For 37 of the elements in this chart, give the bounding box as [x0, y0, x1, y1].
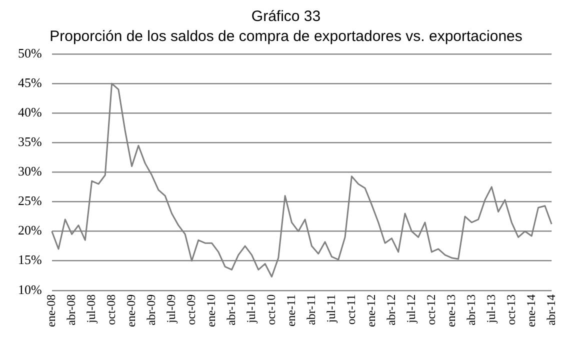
x-tick-label: ene-13: [444, 294, 458, 328]
chart-subtitle: Proporción de los saldos de compra de exportadores vs. exportaciones: [50, 28, 522, 46]
x-tick-label: jul-13: [484, 294, 498, 324]
y-tick-label: 50%: [18, 45, 42, 60]
x-tick-label: abr-13: [464, 294, 478, 326]
x-tick-label: abr-10: [224, 294, 238, 326]
y-tick-label: 20%: [18, 222, 42, 238]
x-tick-label: oct-11: [344, 294, 358, 325]
x-tick-label: ene-14: [524, 294, 538, 328]
x-tick-label: ene-11: [284, 294, 298, 327]
x-tick-label: jul-12: [404, 294, 418, 324]
y-tick-label: 25%: [18, 193, 42, 208]
x-tick-label: oct-13: [504, 294, 518, 326]
x-tick-label: ene-09: [124, 294, 138, 328]
x-tick-label: oct-10: [264, 294, 278, 326]
x-tick-label: abr-11: [304, 294, 318, 325]
y-tick-label: 10%: [18, 282, 42, 297]
x-tick-label: oct-12: [424, 294, 438, 326]
x-tick-label: abr-14: [544, 294, 558, 326]
x-tick-label: jul-08: [84, 294, 98, 324]
x-tick-label: jul-10: [244, 294, 258, 324]
chart-title: Gráfico 33: [251, 8, 321, 26]
y-tick-label: 30%: [18, 164, 42, 179]
x-tick-label: oct-09: [184, 294, 198, 326]
y-tick-label: 15%: [18, 252, 42, 268]
y-tick-label: 40%: [18, 104, 42, 120]
x-tick-label: abr-12: [384, 294, 398, 326]
y-tick-label: 45%: [18, 74, 42, 90]
x-tick-label: abr-08: [64, 294, 78, 326]
x-tick-label: oct-08: [104, 294, 118, 326]
x-tick-label: ene-10: [204, 294, 218, 328]
x-tick-label: jul-09: [164, 294, 178, 324]
x-tick-label: jul-11: [324, 294, 338, 324]
y-tick-label: 35%: [18, 134, 42, 150]
x-tick-label: abr-09: [144, 294, 158, 326]
x-tick-label: ene-08: [44, 294, 58, 328]
x-tick-label: ene-12: [364, 294, 378, 328]
